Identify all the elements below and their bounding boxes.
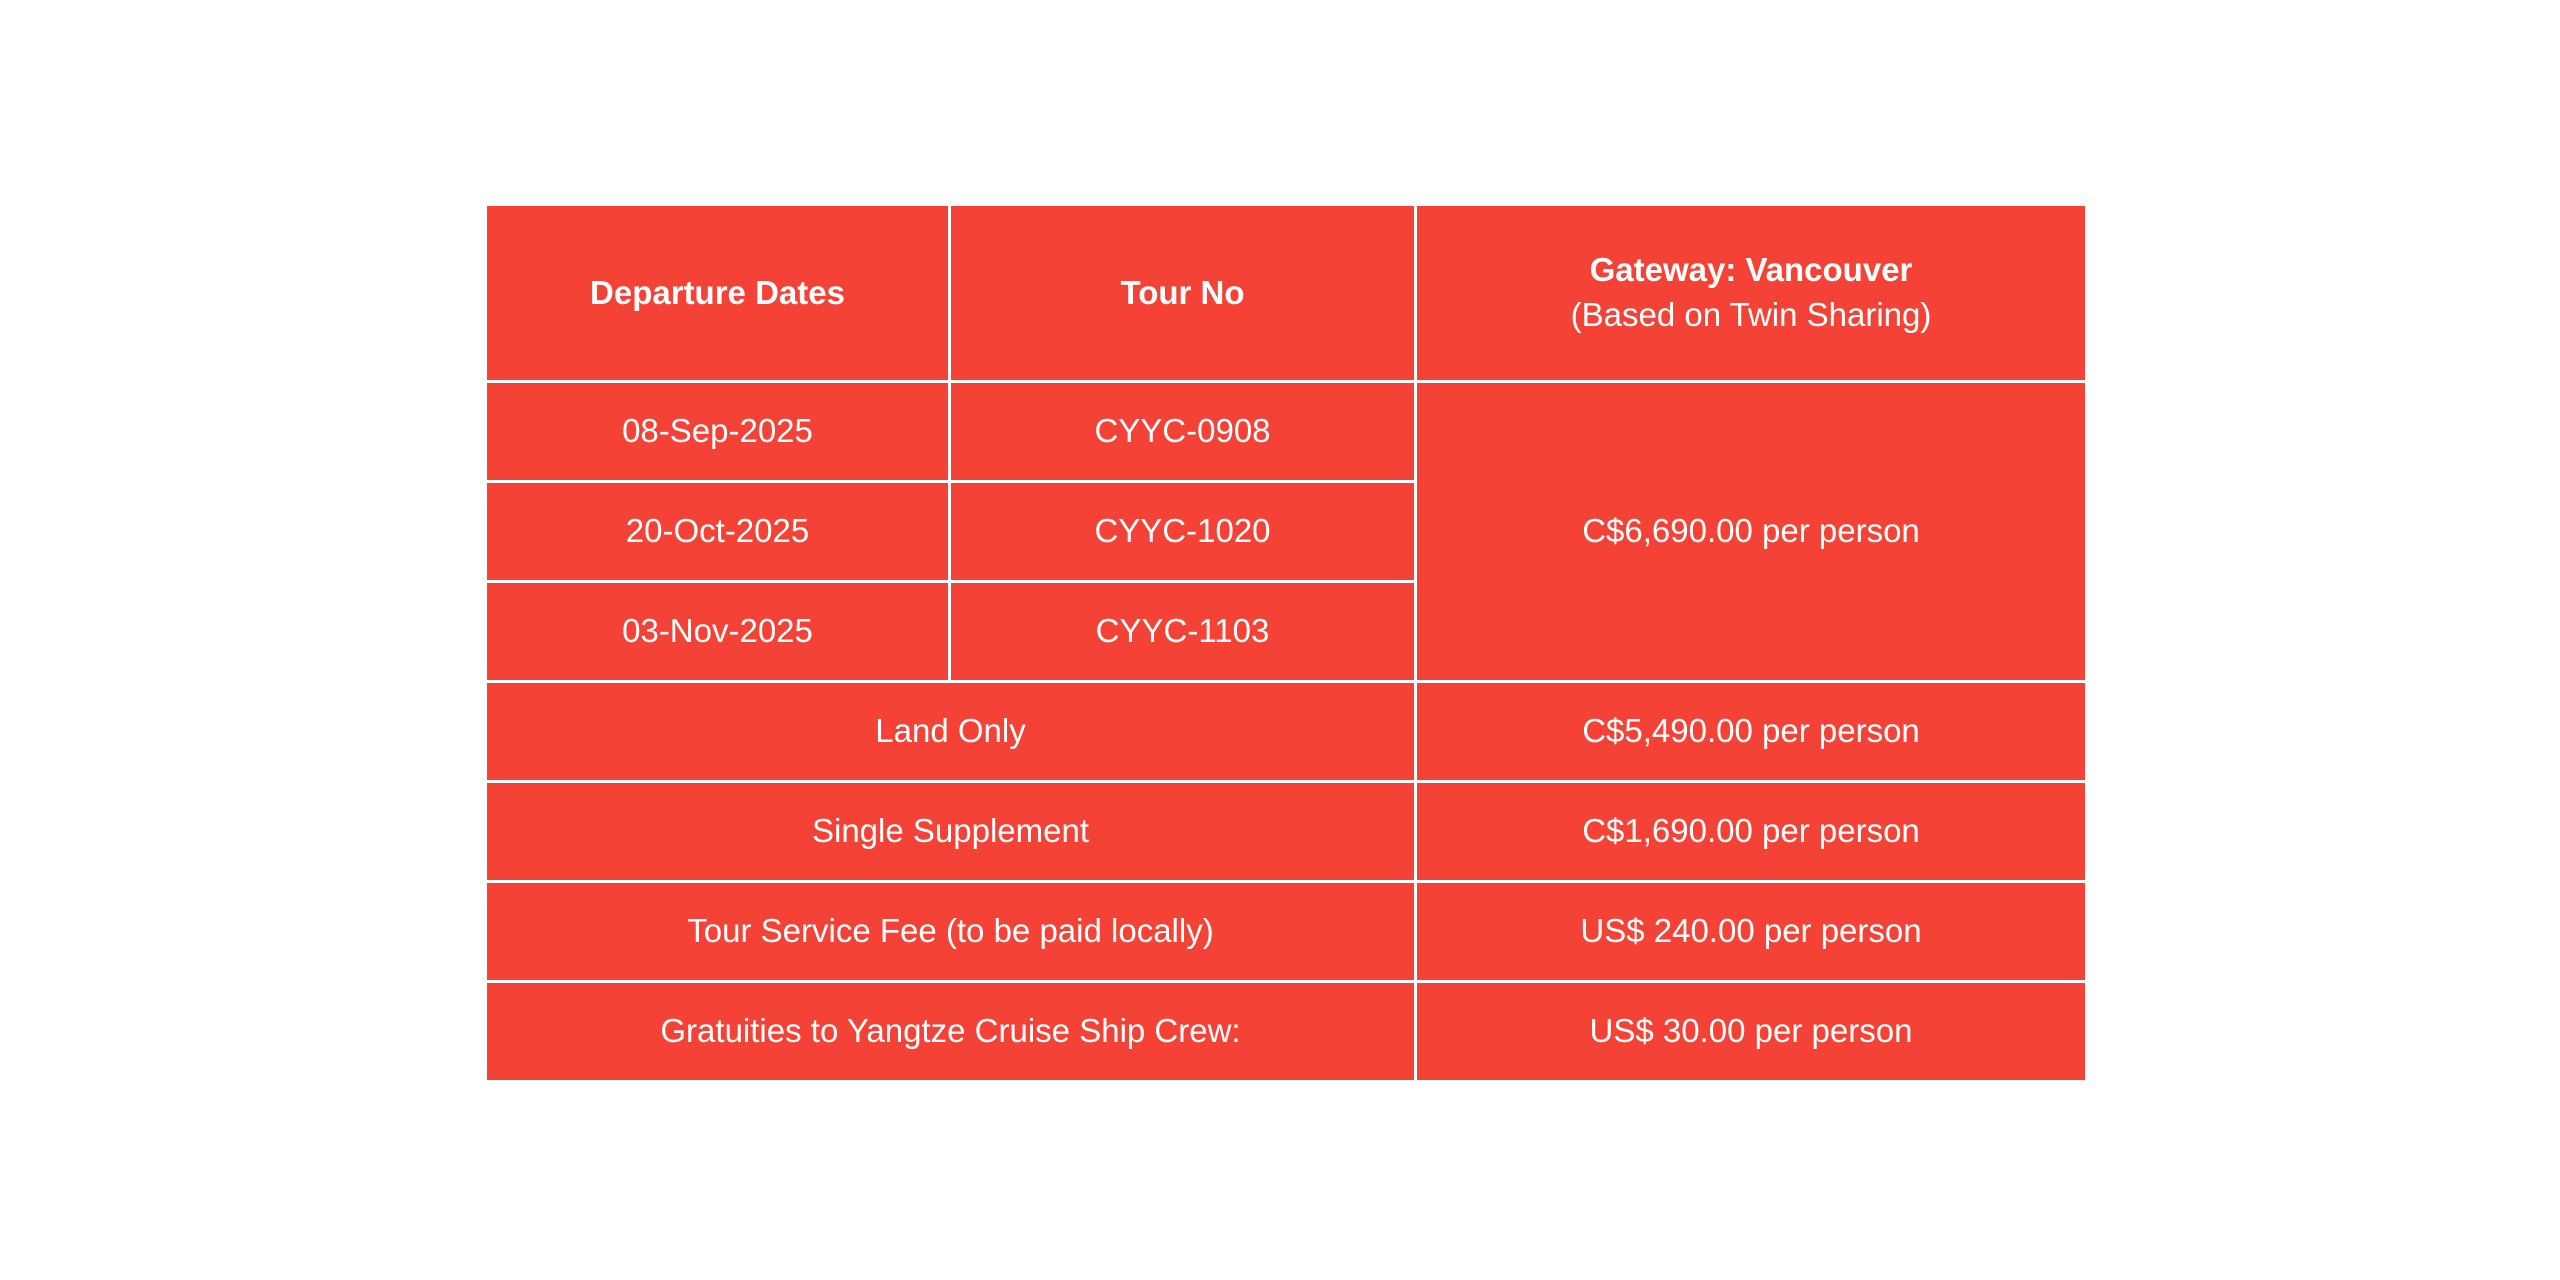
extra-label-cell: Single Supplement [484,780,1417,883]
table-row: 20-Oct-2025 CYYC-1020 [484,480,2087,583]
extra-label-cell: Gratuities to Yangtze Cruise Ship Crew: [484,980,1417,1083]
departure-date-cell: 20-Oct-2025 [484,480,951,583]
departure-date-cell: 08-Sep-2025 [484,380,951,483]
table-row: Gratuities to Yangtze Cruise Ship Crew: … [484,980,2088,1083]
header-gateway: Gateway: Vancouver (Based on Twin Sharin… [1414,203,2088,383]
tour-no-cell: CYYC-1103 [948,580,1417,683]
table-row: Single Supplement C$1,690.00 per person [484,780,2088,883]
extra-price-cell: C$5,490.00 per person [1414,680,2088,783]
header-departure-dates: Departure Dates [484,203,951,383]
table-row: Land Only C$5,490.00 per person [484,680,2088,783]
tour-no-cell: CYYC-0908 [948,380,1417,483]
header-gateway-subtitle: (Based on Twin Sharing) [1570,296,1932,333]
table-row: Tour Service Fee (to be paid locally) US… [484,880,2088,983]
extra-label-cell: Land Only [484,680,1417,783]
tour-no-cell: CYYC-1020 [948,480,1417,583]
tour-pricing-table: Departure Dates Tour No Gateway: Vancouv… [484,203,2088,1083]
departure-date-cell: 03-Nov-2025 [484,580,951,683]
header-gateway-title: Gateway: Vancouver [1589,251,1913,289]
header-tour-no: Tour No [948,203,1417,383]
extra-price-cell: US$ 30.00 per person [1414,980,2088,1083]
extra-label-cell: Tour Service Fee (to be paid locally) [484,880,1417,983]
extra-price-cell: US$ 240.00 per person [1414,880,2088,983]
table-header-row: Departure Dates Tour No Gateway: Vancouv… [484,203,2088,383]
extra-price-cell: C$1,690.00 per person [1414,780,2088,883]
table-row: 03-Nov-2025 CYYC-1103 [484,580,2087,683]
twin-sharing-price-cell: C$6,690.00 per person [1414,380,2088,683]
table-row: 08-Sep-2025 CYYC-0908 C$6,690.00 per per… [484,380,2088,683]
